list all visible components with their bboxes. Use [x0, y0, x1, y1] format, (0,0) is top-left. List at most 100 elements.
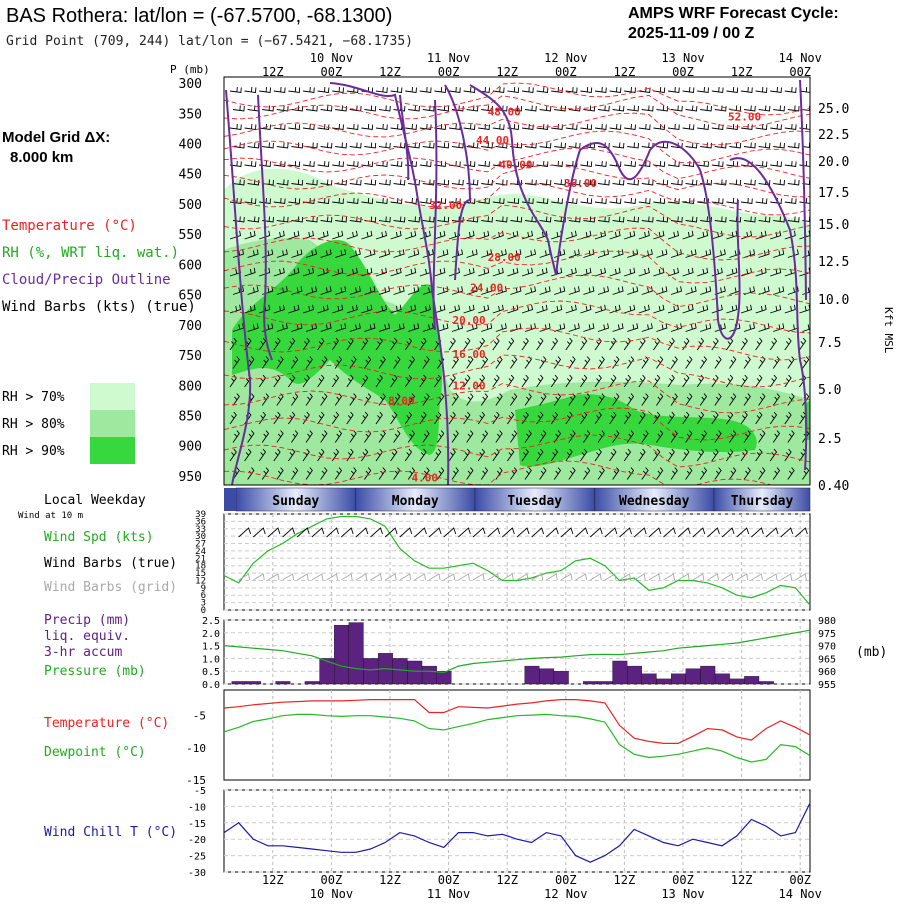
wind-barb	[349, 216, 362, 223]
wind-barb	[507, 337, 515, 351]
wind-barb	[273, 374, 281, 388]
wind-barb	[422, 142, 435, 149]
bottom-date-label: 13 Nov	[661, 887, 704, 900]
bottom-date-label: 11 Nov	[427, 887, 470, 900]
wind-barb	[276, 356, 284, 369]
wind-barb	[550, 337, 559, 351]
local-weekday-label: Local Weekday	[44, 493, 146, 508]
wind-barb	[291, 249, 303, 258]
wind-barb	[612, 105, 625, 112]
temperature-panel-frame	[223, 689, 811, 781]
wind-barb	[784, 337, 792, 351]
wind-barb	[364, 286, 376, 295]
wind-barb	[305, 249, 318, 258]
pressure-tick-label: 980	[818, 616, 836, 627]
precip-bar	[583, 681, 599, 685]
wind-barb	[288, 160, 301, 168]
wind-barb	[492, 304, 504, 314]
precip-bar	[597, 681, 613, 685]
wind-barb	[539, 142, 552, 149]
wind-barb	[524, 286, 537, 295]
wind-barb	[463, 374, 471, 388]
wind-barb	[670, 393, 678, 406]
wind-barb	[510, 393, 518, 406]
wind-barb	[320, 393, 328, 406]
pressure-tick-label: 450	[179, 168, 202, 183]
wind-barb	[726, 304, 738, 314]
wind-barb	[627, 105, 639, 112]
wind-barb-true	[238, 527, 252, 538]
wind-barb	[378, 430, 386, 443]
wind-barb	[507, 197, 520, 205]
wind-barb	[451, 179, 464, 186]
wind-barb	[656, 249, 668, 258]
pressure-label: Pressure (mb)	[44, 664, 146, 679]
temperature-contour	[224, 327, 810, 361]
wind-barb	[773, 179, 785, 186]
wind-barb	[638, 230, 650, 240]
wind-barb	[404, 411, 413, 425]
wind-barb	[536, 123, 549, 131]
wind-barb	[711, 230, 723, 240]
wind-barb	[612, 216, 625, 223]
wind-barb-true	[721, 527, 735, 538]
wind-barb	[437, 467, 445, 480]
wind-barb	[583, 179, 596, 186]
wind-barb	[448, 448, 456, 462]
wind-barb	[740, 411, 748, 425]
wind-barb	[346, 230, 358, 240]
wind-barb	[667, 86, 680, 94]
wind-barb	[261, 356, 270, 369]
wind-barb	[670, 286, 683, 295]
wind-barb-true	[326, 527, 339, 538]
wind-barb	[740, 86, 753, 94]
wind-barb	[583, 467, 591, 480]
wind-barb	[609, 448, 617, 462]
wind-barb	[288, 230, 300, 240]
wind-barb	[667, 411, 675, 425]
wind-barb-true	[648, 527, 662, 538]
wind-chill-panel-frame	[223, 789, 811, 873]
pressure-tick-label: 800	[179, 379, 202, 394]
wind-chill-panel: -5 -10 -15 -20 -25 -30	[188, 786, 811, 879]
wind-barb	[393, 467, 401, 480]
wind-barb	[229, 411, 237, 425]
wind-barb	[568, 249, 580, 258]
wind-barb	[685, 356, 693, 369]
wind-barb	[594, 448, 602, 462]
wind-barb	[305, 467, 313, 480]
wind-barb	[437, 323, 449, 332]
pressure-tick-label: 300	[179, 77, 202, 92]
wind-barb	[743, 430, 751, 443]
wind-barb-grid	[575, 573, 588, 581]
wind-barb	[568, 430, 576, 443]
wind-barb	[335, 216, 347, 223]
wind-tick-label: 39	[195, 510, 206, 520]
wind-barb	[697, 123, 709, 131]
cross-section-axes: 300 350 400 450 500 550 600 650 700 750 800 850 900 9…	[179, 76, 849, 494]
wind-barb	[305, 356, 313, 369]
wind-tick-label: 15	[195, 569, 206, 579]
weekday-band: Sunday Monday Tuesday Wednesday Thursday	[224, 487, 811, 512]
wind-barb	[291, 393, 299, 406]
wind-barb	[770, 160, 782, 168]
wind-barb	[419, 197, 432, 205]
wind-barb	[361, 304, 373, 314]
wind-barb	[755, 267, 767, 277]
wind-barb	[335, 142, 347, 149]
wind-barb-grid	[311, 573, 324, 581]
wind-barb	[539, 216, 552, 223]
wind-barb	[463, 448, 471, 462]
wind-barb	[495, 323, 507, 332]
wind-barb-field	[229, 86, 810, 480]
wind-barb	[451, 142, 464, 149]
wind-barb-grid	[663, 573, 675, 581]
wind-barb-true	[370, 527, 383, 538]
wind-barb	[451, 249, 464, 258]
wind-barb	[463, 123, 476, 131]
weekday-cell	[224, 488, 236, 511]
temperature-contour-label: 8.00	[388, 394, 415, 407]
wind-barb	[466, 393, 474, 406]
